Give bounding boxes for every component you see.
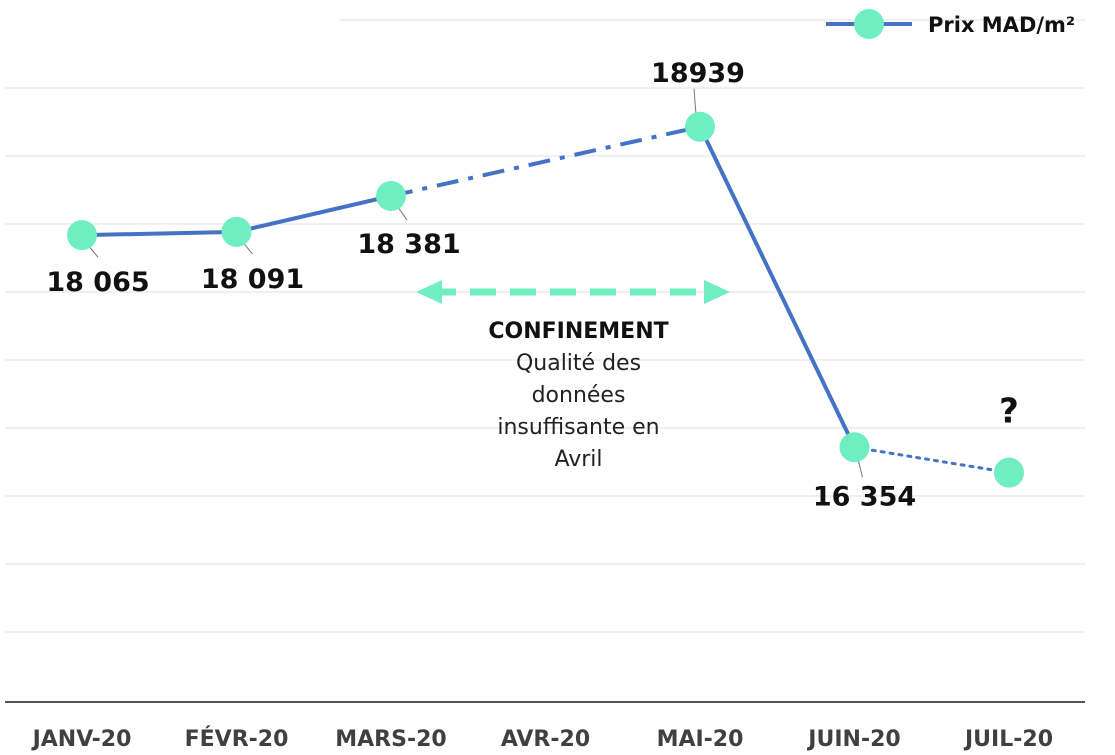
data-point-janv-20	[67, 220, 97, 251]
data-point-juil-20	[994, 457, 1024, 488]
data-point-mai-20	[685, 111, 715, 142]
data-label-mai-20: 18939	[651, 58, 745, 89]
data-point-mars-20	[376, 180, 406, 211]
series-segment-solid	[236, 194, 392, 234]
data-label-unknown: ?	[999, 392, 1019, 432]
series-lines	[81, 124, 1011, 475]
x-tick-mai-20: MAI-20	[657, 727, 744, 752]
legend-marker	[854, 9, 884, 39]
series-segment-dash-dot	[390, 124, 701, 198]
x-tick-avr-20: AVR-20	[501, 727, 590, 752]
data-label-mars-20: 18 381	[357, 229, 460, 260]
x-tick-juil-20: JUIL-20	[963, 727, 1053, 752]
confinement-arrow-right-head	[704, 280, 730, 304]
confinement-note-line: insuffisante en	[497, 415, 659, 440]
x-tick-juin-20: JUIN-20	[806, 727, 900, 752]
gridlines	[5, 19, 1085, 633]
data-label-juin-20: 16 354	[813, 481, 916, 512]
series-segment-dotted	[853, 445, 1011, 475]
legend-label: Prix MAD/m²	[928, 13, 1075, 37]
series-segment-solid	[698, 125, 857, 449]
confinement-note-line: Qualité des	[516, 351, 641, 376]
legend: Prix MAD/m²	[826, 9, 1075, 39]
data-point-juin-20	[839, 432, 870, 463]
series-segment-solid	[81, 229, 237, 238]
x-tick-fevr-20: FÉVR-20	[185, 726, 289, 752]
data-label-janv-20: 18 065	[46, 267, 149, 298]
confinement-arrow-left-head	[416, 280, 442, 304]
data-point-fevr-20	[221, 216, 252, 247]
x-tick-mars-20: MARS-20	[335, 727, 446, 752]
x-tick-janv-20: JANV-20	[31, 727, 132, 752]
data-label-fevr-20: 18 091	[201, 264, 304, 295]
confinement-annotation: CONFINEMENT Qualité des données insuffisant…	[416, 280, 730, 472]
leader-line	[693, 88, 697, 115]
confinement-note-line: données	[532, 383, 626, 408]
leader-line	[858, 461, 863, 478]
series-markers	[67, 111, 1024, 488]
confinement-title: CONFINEMENT	[488, 319, 668, 344]
confinement-note-line: Avril	[554, 447, 602, 472]
data-labels: 18 065 18 091 18 381 18939 16 354?	[46, 58, 1019, 513]
x-tick-labels: JANV-20 FÉVR-20 MARS-20 AVR-20 MAI-20 JUIN-20…	[31, 726, 1053, 752]
